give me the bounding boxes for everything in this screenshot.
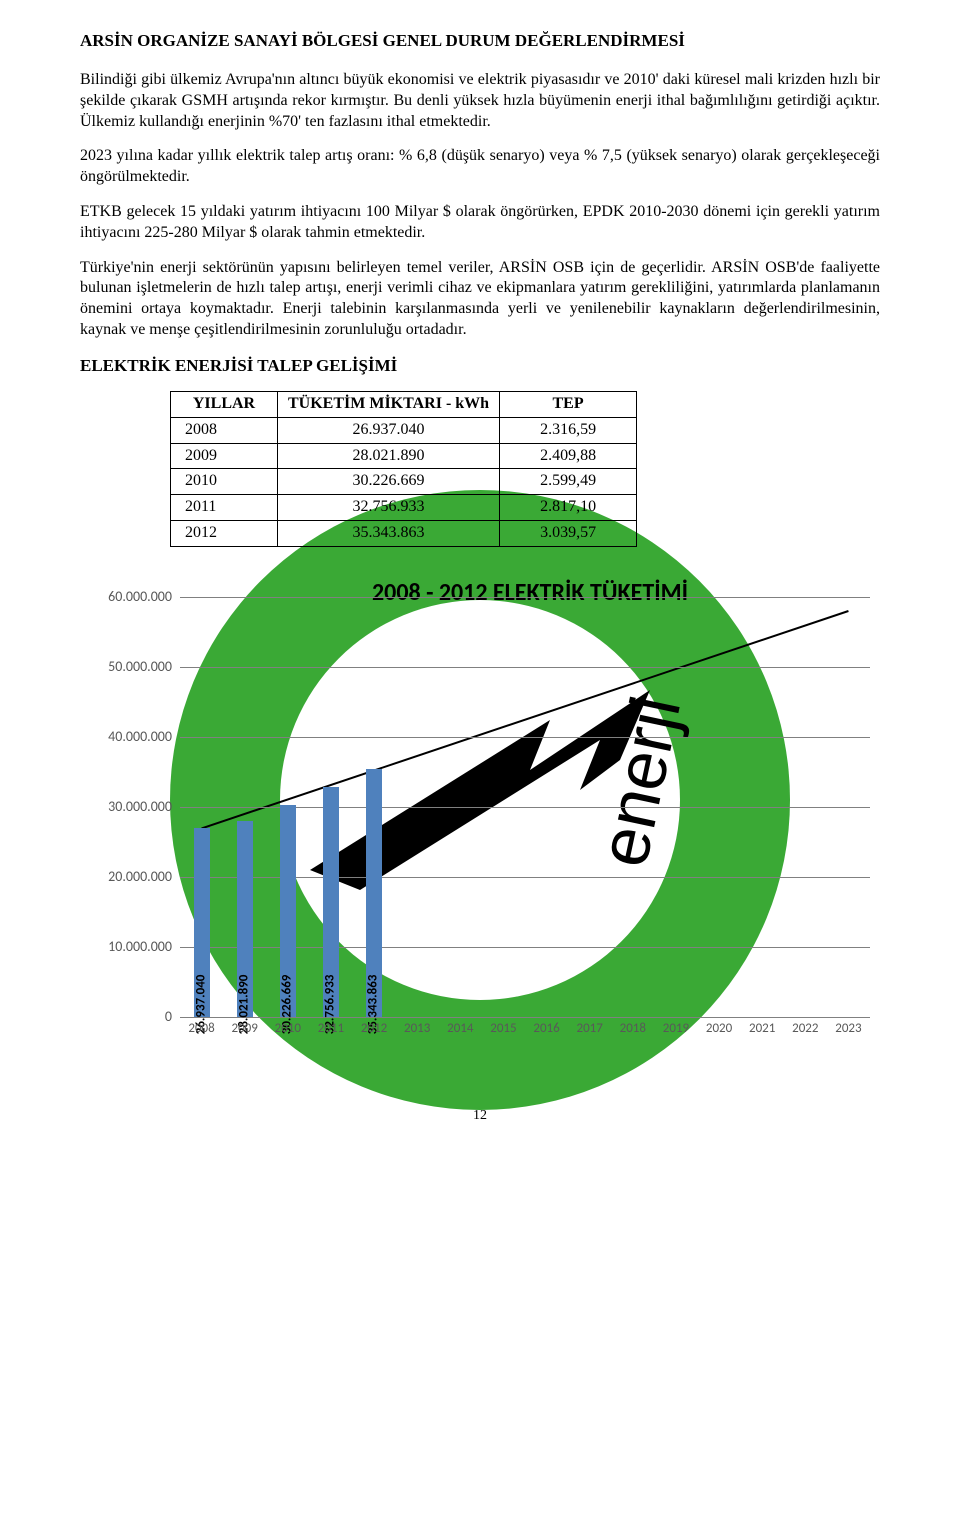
cell-year: 2009 — [171, 443, 278, 469]
table-header-row: YILLAR TÜKETİM MİKTARI - kWh TEP — [171, 391, 637, 417]
table-row: 2009 28.021.890 2.409,88 — [171, 443, 637, 469]
chart-xlabel: 2018 — [620, 1021, 646, 1038]
cell-kwh: 26.937.040 — [278, 417, 500, 443]
chart-xlabel: 2012 — [361, 1021, 387, 1038]
table-row: 2012 35.343.863 3.039,57 — [171, 520, 637, 546]
document-title: ARSİN ORGANİZE SANAYİ BÖLGESİ GENEL DURU… — [80, 30, 880, 52]
chart-bar: 28.021.890 — [237, 821, 253, 1017]
paragraph-4: Türkiye'nin enerji sektörünün yapısını b… — [80, 258, 880, 341]
chart-ylabel: 0 — [80, 1008, 172, 1026]
cell-kwh: 30.226.669 — [278, 469, 500, 495]
cell-kwh: 28.021.890 — [278, 443, 500, 469]
chart-xlabel: 2010 — [275, 1021, 301, 1038]
cell-tep: 3.039,57 — [500, 520, 637, 546]
cell-year: 2010 — [171, 469, 278, 495]
table-row: 2008 26.937.040 2.316,59 — [171, 417, 637, 443]
chart-ylabel: 10.000.000 — [80, 938, 172, 956]
chart-ylabel: 30.000.000 — [80, 798, 172, 816]
chart-ylabel: 20.000.000 — [80, 868, 172, 886]
chart-gridline — [180, 667, 870, 668]
table-header-years: YILLAR — [171, 391, 278, 417]
paragraph-1: Bilindiği gibi ülkemiz Avrupa'nın altınc… — [80, 70, 880, 132]
chart-xlabel: 2011 — [318, 1021, 344, 1038]
section-subheading: ELEKTRİK ENERJİSİ TALEP GELİŞİMİ — [80, 355, 880, 377]
chart-xlabel: 2013 — [404, 1021, 430, 1038]
cell-kwh: 35.343.863 — [278, 520, 500, 546]
cell-tep: 2.409,88 — [500, 443, 637, 469]
cell-year: 2008 — [171, 417, 278, 443]
chart-xlabel: 2015 — [490, 1021, 516, 1038]
cell-kwh: 32.756.933 — [278, 495, 500, 521]
table-row: 2011 32.756.933 2.817,10 — [171, 495, 637, 521]
chart-xlabel: 2022 — [792, 1021, 818, 1038]
chart-gridline — [180, 597, 870, 598]
chart-xlabel: 2023 — [835, 1021, 861, 1038]
chart-ylabel: 40.000.000 — [80, 728, 172, 746]
cell-tep: 2.817,10 — [500, 495, 637, 521]
chart-xlabel: 2021 — [749, 1021, 775, 1038]
chart-xlabel: 2017 — [577, 1021, 603, 1038]
chart-bar: 30.226.669 — [280, 805, 296, 1017]
chart-trend-line — [202, 611, 849, 828]
chart-gridline — [180, 737, 870, 738]
consumption-chart: 2008 - 2012 ELEKTRİK TÜKETİMİ 010.000.00… — [80, 577, 880, 1077]
chart-ylabel: 60.000.000 — [80, 588, 172, 606]
paragraph-2: 2023 yılına kadar yıllık elektrik talep … — [80, 146, 880, 188]
chart-xlabel: 2016 — [533, 1021, 559, 1038]
chart-bar: 26.937.040 — [194, 828, 210, 1017]
cell-year: 2012 — [171, 520, 278, 546]
paragraph-3: ETKB gelecek 15 yıldaki yatırım ihtiyacı… — [80, 202, 880, 244]
chart-bar: 32.756.933 — [323, 787, 339, 1016]
table-header-tep: TEP — [500, 391, 637, 417]
chart-xlabel: 2008 — [188, 1021, 214, 1038]
chart-xlabel: 2019 — [663, 1021, 689, 1038]
page-number: 12 — [80, 1107, 880, 1125]
chart-ylabel: 50.000.000 — [80, 658, 172, 676]
consumption-table: YILLAR TÜKETİM MİKTARI - kWh TEP 2008 26… — [170, 391, 637, 547]
chart-xlabel: 2020 — [706, 1021, 732, 1038]
chart-plot-area: 26.937.040 28.021.890 30.226.669 32.756.933… — [180, 597, 870, 1017]
chart-xlabel: 2009 — [232, 1021, 258, 1038]
cell-tep: 2.599,49 — [500, 469, 637, 495]
cell-year: 2011 — [171, 495, 278, 521]
chart-x-axis-labels: 2008 2009 2010 2011 2012 2013 2014 2015 2016 2017… — [180, 1021, 870, 1043]
table-header-kwh: TÜKETİM MİKTARI - kWh — [278, 391, 500, 417]
chart-bar: 35.343.863 — [366, 769, 382, 1016]
table-row: 2010 30.226.669 2.599,49 — [171, 469, 637, 495]
cell-tep: 2.316,59 — [500, 417, 637, 443]
chart-xlabel: 2014 — [447, 1021, 473, 1038]
